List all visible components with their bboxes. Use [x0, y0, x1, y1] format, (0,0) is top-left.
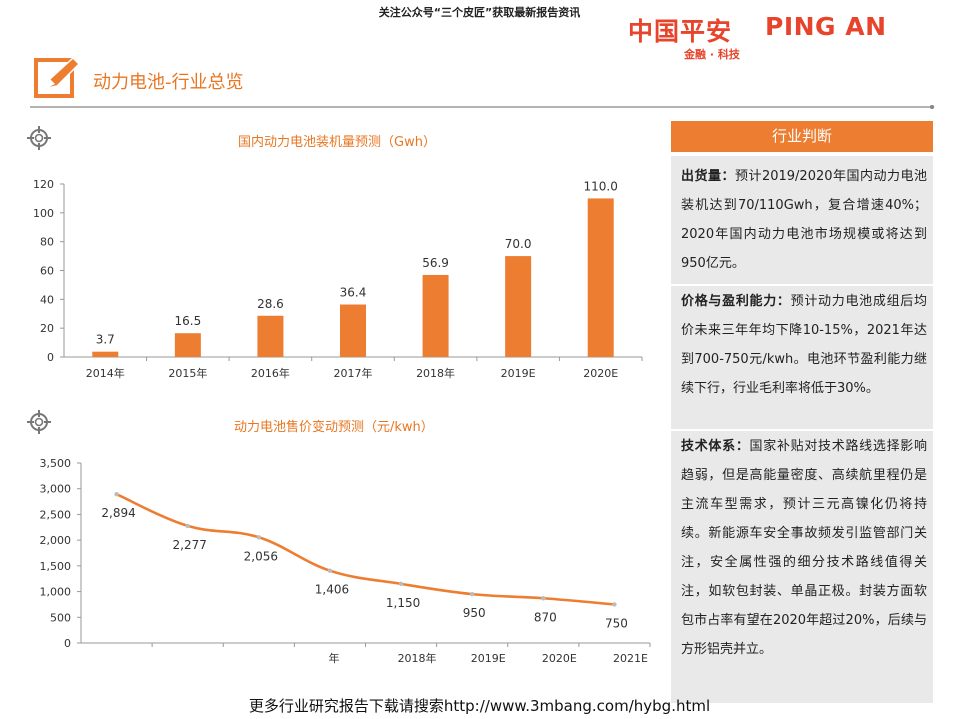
top-notice: 关注公众号“三个皮匠”获取最新报告资讯: [378, 6, 581, 19]
block-text: 预计动力电池成组后均价未来三年年均下降10-15%，2021年达到700-750…: [681, 294, 927, 396]
data-value-label: 2,277: [173, 538, 207, 552]
data-value-label: 1,406: [315, 583, 349, 597]
y-tick-label: 100: [33, 207, 54, 220]
crosshair-icon: [27, 126, 51, 150]
data-point: [469, 591, 475, 597]
data-value-label: 1,150: [386, 596, 420, 610]
bar-value-label: 56.9: [422, 256, 449, 270]
y-tick-label: 0: [64, 637, 71, 650]
data-point: [612, 602, 617, 607]
block-label: 价格与盈利能力：: [681, 294, 791, 309]
bar: [422, 274, 449, 357]
panel-block-technology: 技术体系：国家补贴对技术路线选择影响趋弱，但是高能量密度、高续航里程仍是主流车型…: [671, 431, 933, 703]
panel-header: 行业判断: [671, 121, 933, 152]
bar-chart: 0 20 40 60 80 100 120 3.7 2014年 16.5 2015年 28.6 2016…: [33, 178, 643, 380]
logo-subtitle: 金融 · 科技: [684, 48, 740, 61]
y-tick-label: 60: [40, 265, 54, 278]
judgement-panel: 行业判断 出货量：预计2019/2020年国内动力电池装机达到70/110Gwh…: [671, 121, 933, 703]
panel-block-price: 价格与盈利能力：预计动力电池成组后均价未来三年年均下降10-15%，2021年达…: [671, 286, 933, 429]
block-text: 预计2019/2020年国内动力电池装机达到70/110Gwh，复合增速40%；…: [681, 169, 927, 271]
bar: [505, 256, 532, 357]
bar: [587, 198, 614, 357]
page-title: 动力电池-行业总览: [93, 72, 244, 93]
line-chart: 0 500 1,000 1,500 2,000 2,500 3,000 3,500 年 2018年…: [40, 457, 651, 665]
x-tick-label: 2017年: [334, 366, 373, 380]
y-tick-label: 500: [50, 611, 71, 624]
data-value-label: 2,056: [244, 549, 278, 563]
y-tick-label: 3,000: [40, 483, 72, 496]
bar: [257, 315, 284, 357]
data-value-label: 870: [534, 610, 557, 624]
bar-value-label: 36.4: [340, 286, 367, 300]
x-tick-label: 2014年: [86, 366, 125, 380]
x-tick-label: 2021E: [613, 652, 648, 665]
data-point: [327, 568, 333, 573]
data-value-label: 950: [463, 606, 486, 620]
y-tick-label: 0: [47, 351, 54, 364]
y-tick-label: 2,000: [40, 534, 72, 547]
bar-value-label: 3.7: [96, 333, 115, 347]
x-tick-label: 2015年: [168, 366, 207, 380]
logo-text-en: PING AN: [765, 12, 887, 41]
bar-value-label: 16.5: [174, 314, 201, 328]
block-label: 出货量：: [681, 169, 735, 184]
y-tick-label: 40: [40, 293, 54, 306]
panel-block-shipments: 出货量：预计2019/2020年国内动力电池装机达到70/110Gwh，复合增速…: [671, 156, 933, 284]
logo-text-cn: 中国平安: [628, 17, 733, 46]
data-point: [398, 581, 404, 587]
x-tick-label: 年: [328, 651, 339, 665]
data-point: [185, 523, 190, 529]
data-point: [114, 491, 119, 497]
line-chart-title: 动力电池售价变动预测（元/kwh）: [234, 420, 434, 435]
x-tick-label: 2018年: [398, 651, 437, 665]
y-tick-label: 1,500: [40, 560, 72, 573]
footer-link-text: 更多行业研究报告下载请搜索http://www.3mbang.com/hybg.…: [248, 697, 711, 715]
price-line: [116, 492, 615, 606]
x-tick-label: 2020E: [583, 367, 618, 380]
data-value-label: 2,894: [101, 506, 135, 520]
data-value-label: 750: [605, 616, 628, 630]
bar-value-label: 28.6: [257, 297, 284, 311]
x-tick-label: 2018年: [416, 366, 455, 380]
bar: [174, 333, 201, 357]
bar-chart-title: 国内动力电池装机量预测（Gwh）: [238, 135, 436, 150]
bar: [340, 304, 366, 357]
y-tick-label: 20: [40, 322, 54, 335]
title-divider: [30, 105, 935, 109]
x-tick-label: 2020E: [542, 652, 577, 665]
y-tick-label: 80: [40, 236, 54, 249]
data-point: [256, 535, 262, 540]
x-tick-label: 2019E: [471, 652, 506, 665]
y-tick-label: 3,500: [40, 457, 72, 470]
x-tick-label: 2019E: [501, 367, 536, 380]
bar-value-label: 110.0: [584, 179, 618, 193]
y-tick-label: 120: [33, 178, 54, 191]
pencil-square-icon: [34, 56, 81, 98]
crosshair-icon: [27, 410, 51, 434]
y-tick-label: 2,500: [40, 508, 72, 521]
bar: [92, 351, 119, 357]
block-text: 国家补贴对技术路线选择影响趋弱，但是高能量密度、高续航里程仍是主流车型需求，预计…: [681, 439, 927, 657]
y-tick-label: 1,000: [40, 586, 72, 599]
x-tick-label: 2016年: [251, 366, 290, 380]
data-point: [541, 596, 546, 601]
block-label: 技术体系：: [681, 439, 750, 454]
bar-value-label: 70.0: [505, 237, 532, 251]
